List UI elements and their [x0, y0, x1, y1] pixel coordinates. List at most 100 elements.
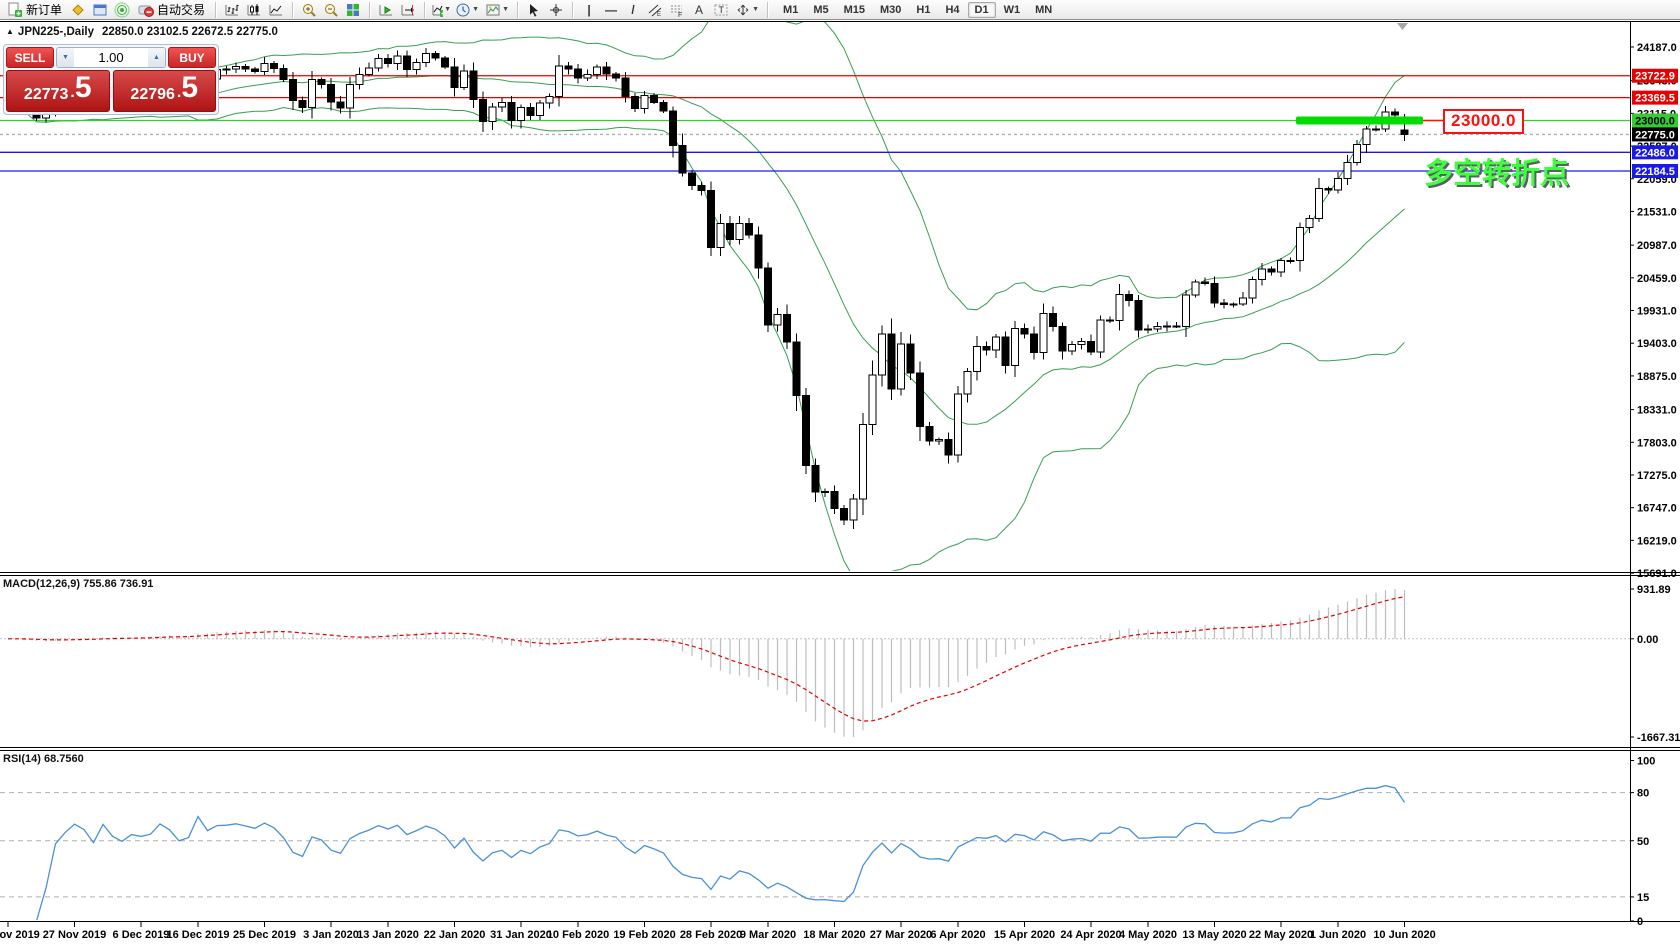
- line-chart-icon[interactable]: [266, 1, 286, 19]
- chevron-down-icon: ▼: [444, 6, 452, 13]
- zoom-out-icon[interactable]: [321, 1, 341, 19]
- window-marker-icon: ▲: [6, 27, 14, 36]
- svg-text:13 Jan 2020: 13 Jan 2020: [357, 929, 419, 941]
- new-chart-dropdown[interactable]: ▼: [431, 1, 451, 19]
- svg-text:28 Feb 2020: 28 Feb 2020: [680, 929, 742, 941]
- svg-text:100: 100: [1637, 756, 1655, 768]
- svg-text:T: T: [719, 5, 725, 15]
- sell-price-frac: 5: [70, 73, 92, 108]
- tile-windows-icon[interactable]: [343, 1, 363, 19]
- new-order-label: 新订单: [26, 3, 63, 17]
- sell-price-int: 22773: [23, 86, 69, 103]
- svg-text:19 Feb 2020: 19 Feb 2020: [613, 929, 675, 941]
- timeframe-m5[interactable]: M5: [813, 3, 829, 16]
- svg-text:22184.5: 22184.5: [1635, 166, 1675, 178]
- volume-input[interactable]: [74, 48, 148, 67]
- signal-icon[interactable]: [112, 1, 132, 19]
- timeframe-d1[interactable]: D1: [967, 1, 996, 18]
- svg-text:22775.0: 22775.0: [1635, 129, 1675, 141]
- sell-button[interactable]: SELL: [6, 47, 54, 68]
- svg-text:25 Dec 2019: 25 Dec 2019: [233, 929, 296, 941]
- timeframe-buttons: M1 M5 M15 M30 H1 H4 D1 W1 MN: [776, 1, 1059, 18]
- buy-price-int: 22796: [130, 86, 175, 103]
- cursor-icon[interactable]: [524, 1, 544, 19]
- svg-text:16219.0: 16219.0: [1637, 535, 1677, 547]
- timeframe-mn[interactable]: MN: [1035, 3, 1053, 16]
- sell-price-display[interactable]: 227735: [6, 70, 110, 112]
- arrows-dropdown[interactable]: ▼: [733, 1, 761, 19]
- svg-text:E: E: [657, 12, 661, 18]
- timeframe-m30[interactable]: M30: [880, 3, 902, 16]
- svg-text:-1667.31: -1667.31: [1637, 732, 1680, 744]
- autotrading-button[interactable]: 自动交易: [134, 1, 209, 19]
- svg-text:15: 15: [1637, 892, 1649, 904]
- svg-text:9 Mar 2020: 9 Mar 2020: [740, 929, 796, 941]
- toolbar-separator: [572, 1, 574, 18]
- chevron-down-icon: ▼: [472, 6, 479, 13]
- crosshair-icon[interactable]: [546, 1, 566, 19]
- new-order-icon: [7, 2, 23, 18]
- svg-text:16 Dec 2019: 16 Dec 2019: [167, 929, 230, 941]
- volume-increase-button[interactable]: ▲: [148, 48, 165, 67]
- svg-text:21531.0: 21531.0: [1637, 206, 1677, 218]
- svg-text:6 Dec 2019: 6 Dec 2019: [113, 929, 170, 941]
- timeframe-m15[interactable]: M15: [843, 3, 865, 16]
- fibonacci-icon[interactable]: F: [667, 1, 687, 19]
- text-label-icon[interactable]: T: [711, 1, 731, 19]
- svg-text:20459.0: 20459.0: [1637, 273, 1677, 285]
- data-window-icon[interactable]: [90, 1, 110, 19]
- vertical-line-icon[interactable]: |: [587, 2, 591, 17]
- toolbar-separator: [517, 1, 519, 18]
- chart-shift-icon[interactable]: [398, 1, 418, 19]
- chevron-down-icon: ▼: [752, 6, 759, 13]
- zoom-in-icon[interactable]: [299, 1, 319, 19]
- auto-scroll-icon[interactable]: [376, 1, 396, 19]
- svg-text:15691.0: 15691.0: [1637, 568, 1677, 580]
- turning-point-annotation[interactable]: 多空转折点: [1424, 158, 1570, 190]
- text-icon[interactable]: A: [695, 2, 704, 17]
- trendline-icon[interactable]: /: [631, 2, 635, 17]
- toolbar-separator: [767, 1, 769, 18]
- timeframe-h1[interactable]: H1: [916, 3, 931, 16]
- svg-text:80: 80: [1637, 788, 1649, 800]
- svg-text:23722.9: 23722.9: [1635, 71, 1675, 83]
- autotrading-icon: [138, 2, 155, 18]
- new-order-button[interactable]: 新订单: [3, 1, 66, 19]
- channel-icon[interactable]: E: [645, 1, 665, 19]
- svg-text:6 Apr 2020: 6 Apr 2020: [930, 929, 985, 941]
- templates-dropdown[interactable]: ▼: [483, 1, 511, 19]
- svg-text:0: 0: [1637, 916, 1643, 928]
- svg-text:18 Mar 2020: 18 Mar 2020: [803, 929, 865, 941]
- market-watch-icon[interactable]: [68, 1, 88, 19]
- svg-text:10 Feb 2020: 10 Feb 2020: [547, 929, 609, 941]
- svg-text:24187.0: 24187.0: [1637, 42, 1677, 54]
- price-level-label-23000[interactable]: 23000.0: [1443, 109, 1524, 134]
- timeframe-m1[interactable]: M1: [783, 3, 799, 16]
- svg-text:17803.0: 17803.0: [1637, 437, 1677, 449]
- buy-button[interactable]: BUY: [168, 47, 216, 68]
- svg-text:17275.0: 17275.0: [1637, 470, 1677, 482]
- macd-label: MACD(12,26,9) 755.86 736.91: [3, 578, 154, 590]
- svg-text:18875.0: 18875.0: [1637, 371, 1677, 383]
- volume-decrease-button[interactable]: ▼: [57, 48, 74, 67]
- timeframe-w1[interactable]: W1: [1003, 3, 1021, 16]
- svg-text:31 Jan 2020: 31 Jan 2020: [490, 929, 552, 941]
- bar-chart-icon[interactable]: [222, 1, 242, 19]
- chart-symbol-period: JPN225-,Daily: [17, 26, 94, 38]
- svg-text:19931.0: 19931.0: [1637, 306, 1677, 318]
- timeframe-h4[interactable]: H4: [945, 3, 960, 16]
- toolbar-separator: [424, 1, 426, 18]
- svg-text:27 Nov 2019: 27 Nov 2019: [43, 929, 107, 941]
- periods-dropdown[interactable]: ▼: [453, 1, 481, 19]
- one-click-trading-panel: SELL ▼ ▲ BUY 227735 227965: [3, 44, 219, 115]
- candlestick-chart-icon[interactable]: [244, 1, 264, 19]
- toolbar-separator: [292, 1, 294, 18]
- autotrading-label: 自动交易: [157, 3, 206, 17]
- volume-spinner: ▼ ▲: [56, 47, 166, 68]
- rsi-pane: [0, 784, 1630, 920]
- svg-text:20987.0: 20987.0: [1637, 240, 1677, 252]
- svg-text:13 May 2020: 13 May 2020: [1182, 929, 1246, 941]
- buy-price-display[interactable]: 227965: [112, 70, 216, 112]
- horizontal-line-icon[interactable]: —: [605, 2, 618, 17]
